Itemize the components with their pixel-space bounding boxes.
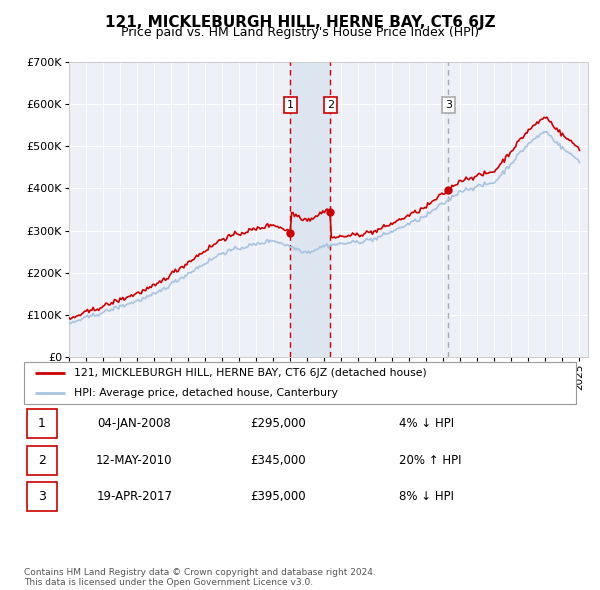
Text: 3: 3 [445,100,452,110]
Text: £395,000: £395,000 [250,490,306,503]
Text: 19-APR-2017: 19-APR-2017 [97,490,172,503]
Text: 1: 1 [38,417,46,430]
Text: Contains HM Land Registry data © Crown copyright and database right 2024.
This d: Contains HM Land Registry data © Crown c… [24,568,376,587]
Text: 2: 2 [327,100,334,110]
Text: £345,000: £345,000 [250,454,306,467]
Text: 8% ↓ HPI: 8% ↓ HPI [400,490,454,503]
Text: 121, MICKLEBURGH HILL, HERNE BAY, CT6 6JZ (detached house): 121, MICKLEBURGH HILL, HERNE BAY, CT6 6J… [74,368,427,378]
FancyBboxPatch shape [27,409,57,438]
Text: 4% ↓ HPI: 4% ↓ HPI [400,417,454,430]
Text: 12-MAY-2010: 12-MAY-2010 [96,454,173,467]
Text: £295,000: £295,000 [250,417,306,430]
FancyBboxPatch shape [27,446,57,474]
Text: Price paid vs. HM Land Registry's House Price Index (HPI): Price paid vs. HM Land Registry's House … [121,26,479,39]
Text: 1: 1 [287,100,294,110]
FancyBboxPatch shape [24,362,576,404]
Text: 2: 2 [38,454,46,467]
Bar [290,62,331,357]
Text: 04-JAN-2008: 04-JAN-2008 [98,417,171,430]
FancyBboxPatch shape [27,483,57,511]
Text: 121, MICKLEBURGH HILL, HERNE BAY, CT6 6JZ: 121, MICKLEBURGH HILL, HERNE BAY, CT6 6J… [104,15,496,30]
Text: 3: 3 [38,490,46,503]
Text: 20% ↑ HPI: 20% ↑ HPI [400,454,462,467]
Text: HPI: Average price, detached house, Canterbury: HPI: Average price, detached house, Cant… [74,388,338,398]
